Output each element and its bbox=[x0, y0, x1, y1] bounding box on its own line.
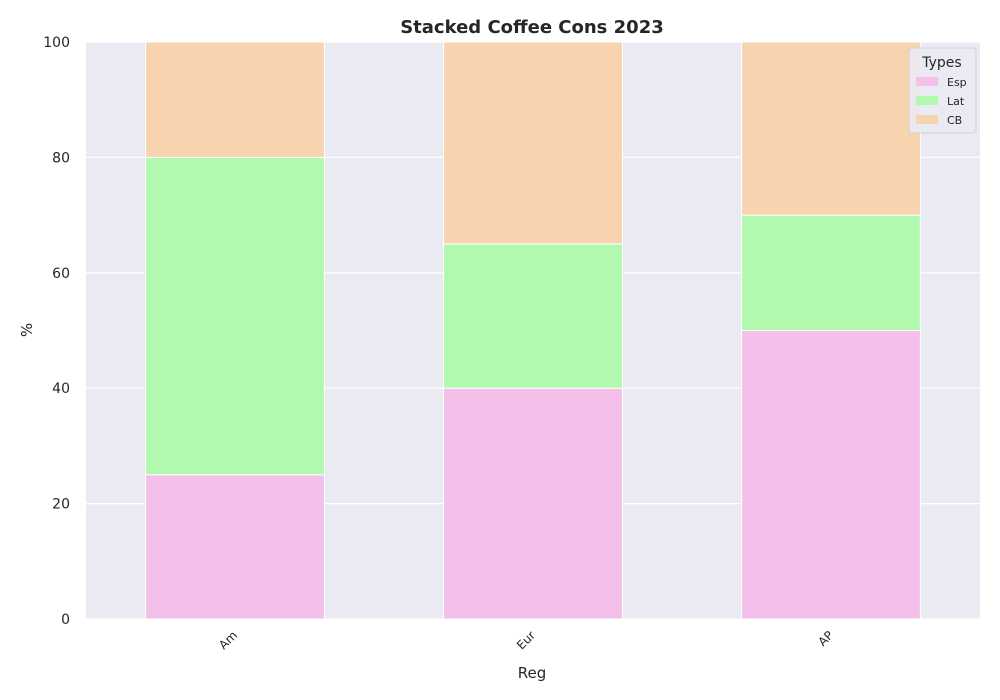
y-tick-label: 60 bbox=[52, 266, 70, 282]
y-tick-label: 80 bbox=[52, 150, 70, 166]
y-tick-label: 20 bbox=[52, 497, 70, 513]
legend-label-esp: Esp bbox=[947, 76, 967, 89]
legend-title: Types bbox=[921, 55, 961, 71]
y-axis-ticks: 0 20 40 60 80 100 bbox=[43, 35, 70, 628]
bar-cb-ap bbox=[741, 41, 921, 216]
y-tick-label: 100 bbox=[43, 35, 70, 51]
legend-label-lat: Lat bbox=[947, 95, 965, 108]
legend-label-cb: CB bbox=[947, 114, 962, 127]
y-axis-label: % bbox=[18, 323, 36, 337]
y-tick-label: 40 bbox=[52, 381, 70, 397]
legend-swatch-esp bbox=[916, 77, 938, 86]
x-axis-label: Reg bbox=[518, 664, 547, 682]
bar-cb-am bbox=[145, 41, 325, 158]
chart-title: Stacked Coffee Cons 2023 bbox=[400, 17, 664, 38]
legend-swatch-cb bbox=[916, 115, 938, 124]
bar-esp-ap bbox=[741, 330, 921, 620]
bar-lat-eur bbox=[443, 243, 623, 389]
x-axis-ticks: Am Eur AP bbox=[216, 628, 836, 652]
x-tick-label: Eur bbox=[514, 628, 538, 652]
bars bbox=[145, 41, 921, 620]
y-tick-label: 0 bbox=[61, 612, 70, 628]
legend: Types Esp Lat CB bbox=[908, 47, 977, 134]
legend-items: Esp Lat CB bbox=[916, 76, 967, 127]
legend-box bbox=[908, 47, 977, 134]
bar-lat-ap bbox=[741, 214, 921, 332]
x-tick-label: AP bbox=[815, 628, 836, 649]
bar-esp-eur bbox=[443, 387, 623, 620]
bar-lat-am bbox=[145, 156, 325, 476]
bar-cb-eur bbox=[443, 41, 623, 245]
legend-swatch-lat bbox=[916, 96, 938, 105]
x-tick-label: Am bbox=[216, 628, 240, 652]
bar-esp-am bbox=[145, 474, 325, 620]
